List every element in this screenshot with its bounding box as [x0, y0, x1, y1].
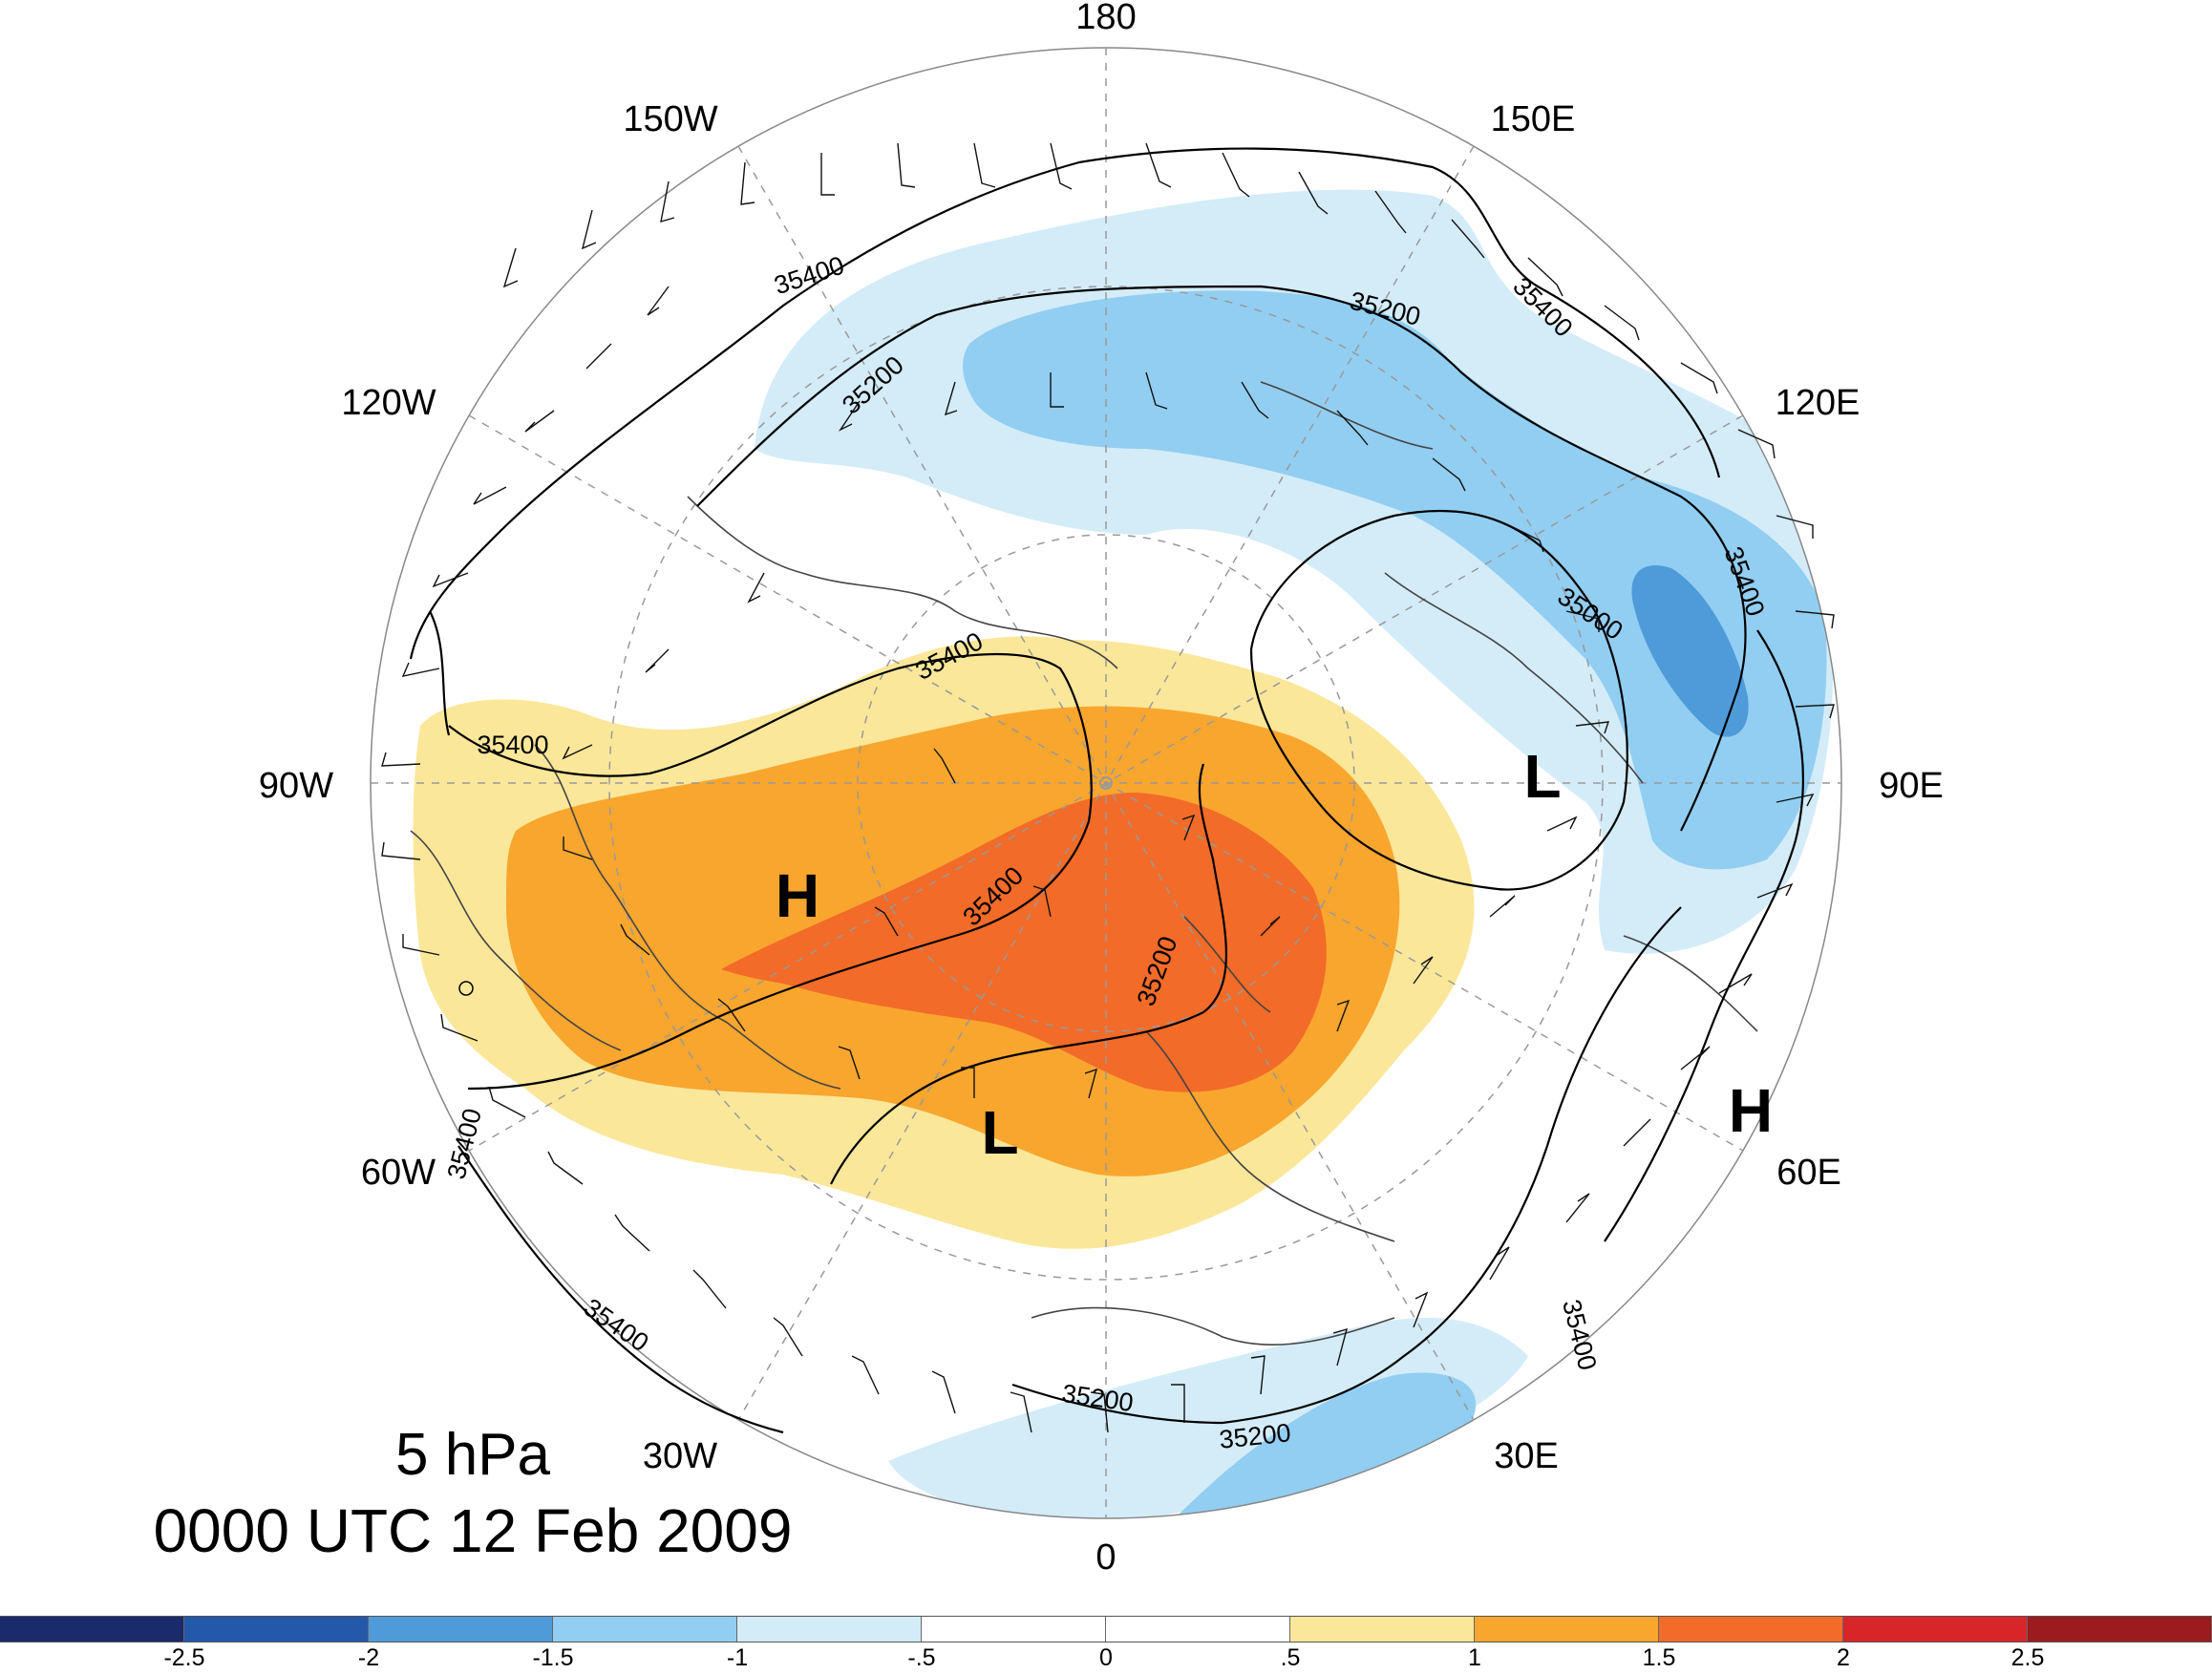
lon-label-150e: 150E: [1491, 99, 1576, 139]
contour-35400-east: [1604, 629, 1804, 1242]
contour-35200-south: [830, 763, 1227, 1185]
valid-time-label: 0000 UTC 12 Feb 2009: [153, 1496, 793, 1565]
colorbar-tick-label: 1: [1468, 1644, 1481, 1671]
colorbar-segment: [369, 1617, 553, 1642]
pole-marker: [1099, 776, 1113, 790]
lon-label-0: 0: [1095, 1537, 1116, 1578]
contour-label: 35400: [1557, 1297, 1602, 1373]
lon-label-90w: 90W: [259, 766, 333, 806]
pressure-markers: H L L H: [776, 742, 1773, 1167]
high-marker-west: H: [776, 861, 819, 930]
colorbar-segment: [184, 1617, 369, 1642]
longitude-labels: 180 150E 120E 90E 60E 30E 0 30W 60W 90W …: [259, 0, 1944, 1578]
colorbar-segment: [737, 1617, 922, 1642]
contour-35400-outer: [409, 147, 1721, 660]
colorbar-segment: [553, 1617, 737, 1642]
shaded-anomaly-fields: [413, 189, 1834, 1518]
low-marker-east: L: [1523, 742, 1561, 811]
negative-anomaly-medium: [963, 290, 1827, 870]
lon-label-60e: 60E: [1776, 1153, 1841, 1193]
contour-35200-southeast: [1011, 906, 1682, 1425]
lon-label-180: 180: [1075, 0, 1136, 37]
colorbar-segment: [1475, 1617, 1659, 1642]
contour-35400-southwest: [457, 1145, 784, 1434]
colorbar-tick-label: 2: [1837, 1644, 1850, 1671]
contour-label: 35400: [477, 731, 548, 759]
lon-label-30w: 30W: [643, 1436, 717, 1476]
contour-35400-ring: [448, 652, 1093, 1091]
colorbar-segment: [2028, 1617, 2212, 1642]
colorbar-tick-label: .5: [1280, 1644, 1301, 1671]
colorbar-segment: [1106, 1617, 1290, 1642]
contour-35400-west: [429, 610, 451, 736]
lon-label-150w: 150W: [623, 99, 717, 139]
colorbar-tick-label: -1: [726, 1644, 749, 1671]
contour-35200-north: [696, 285, 1747, 832]
negative-anomaly-core: [1631, 565, 1749, 737]
coastlines: [410, 381, 1758, 1346]
wind-barbs: [381, 142, 1835, 1433]
colorbar-segment: [1843, 1617, 2028, 1642]
colorbar: [0, 1616, 2212, 1642]
contour-label: 35400: [771, 251, 848, 301]
colorbar-tick-label: 1.5: [1642, 1644, 1676, 1671]
lon-label-90e: 90E: [1879, 766, 1944, 806]
lon-label-120e: 120E: [1776, 383, 1861, 423]
lon-label-120w: 120W: [341, 383, 436, 423]
colorbar-tick-label: -.5: [907, 1644, 936, 1671]
open-circle-marker: [458, 981, 474, 996]
colorbar-tick-label: -1.5: [532, 1644, 574, 1671]
colorbar-tick-label: 0: [1099, 1644, 1113, 1671]
negative-anomaly-medium-south: [1175, 1372, 1477, 1518]
colorbar-segment: [1659, 1617, 1843, 1642]
colorbar-tick-label: -2.5: [163, 1644, 205, 1671]
low-marker-south: L: [981, 1098, 1018, 1167]
colorbar-tick-label: 2.5: [2010, 1644, 2045, 1671]
lon-label-30e: 30E: [1494, 1436, 1559, 1476]
colorbar-tick-label: -2: [357, 1644, 380, 1671]
colorbar-segment: [922, 1617, 1106, 1642]
positive-anomaly-strong: [721, 793, 1327, 1092]
contour-35000: [1249, 509, 1628, 891]
lon-label-60w: 60W: [361, 1153, 436, 1193]
height-contours: [409, 147, 1804, 1434]
graticule: [371, 48, 1841, 1518]
pressure-level-label: 5 hPa: [394, 1422, 551, 1488]
colorbar-segment: [1290, 1617, 1475, 1642]
high-marker-southeast: H: [1729, 1076, 1773, 1145]
contour-label: 35400: [579, 1293, 654, 1358]
negative-anomaly-light-south: [888, 1318, 1528, 1518]
colorbar-segment: [0, 1617, 184, 1642]
